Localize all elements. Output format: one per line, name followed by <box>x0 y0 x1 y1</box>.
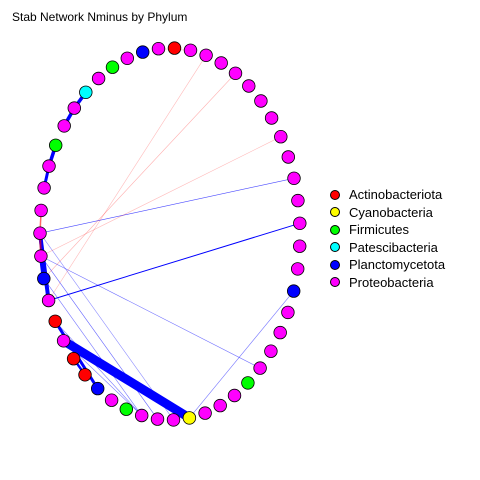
network-node <box>293 216 307 231</box>
legend-item: Patescibacteria <box>330 239 445 257</box>
network-node <box>293 239 307 253</box>
network-node <box>198 406 212 420</box>
network-node <box>34 203 48 218</box>
network-node <box>57 119 71 133</box>
network-node <box>37 181 51 195</box>
network-node <box>151 42 166 56</box>
network-node <box>183 43 198 58</box>
legend-label: Cyanobacteria <box>349 204 433 220</box>
legend: Actinobacteriota Cyanobacteria Firmicutes P… <box>330 186 445 291</box>
network-node <box>37 271 51 286</box>
legend-item: Actinobacteriota <box>330 186 445 204</box>
network-edge <box>40 255 158 420</box>
legend-swatch-icon <box>330 189 340 200</box>
network-node <box>264 111 279 125</box>
network-node <box>33 226 47 240</box>
network-node <box>227 388 242 403</box>
legend-item: Firmicutes <box>330 221 445 239</box>
network-edge <box>40 255 261 369</box>
legend-item: Planctomycetota <box>330 256 445 274</box>
network-node <box>134 408 149 423</box>
network-edge <box>48 55 207 301</box>
legend-swatch-icon <box>330 277 340 288</box>
network-node <box>281 305 295 320</box>
network-edge <box>39 233 174 421</box>
legend-swatch-icon <box>330 207 340 218</box>
network-node <box>42 159 56 173</box>
network-node <box>242 79 256 93</box>
network-edge <box>63 340 190 419</box>
network-node <box>56 334 71 348</box>
legend-label: Actinobacteriota <box>349 187 443 203</box>
network-node <box>67 101 82 115</box>
network-node <box>34 249 48 263</box>
network-node <box>91 71 106 86</box>
network-node <box>48 314 62 329</box>
legend-label: Patescibacteria <box>349 239 438 255</box>
network-node <box>135 45 150 59</box>
network-node <box>119 402 134 416</box>
network-edge <box>39 178 295 234</box>
network-edge <box>40 136 281 257</box>
network-node <box>264 344 278 358</box>
network-node <box>273 325 287 340</box>
legend-swatch-icon <box>330 224 340 235</box>
legend-swatch-icon <box>330 242 340 253</box>
network-node <box>78 368 92 382</box>
network-node <box>274 129 288 144</box>
chart-title: Stab Network Nminus by Phylum <box>12 10 188 24</box>
network-node <box>79 85 93 100</box>
network-node <box>90 381 105 396</box>
network-node <box>41 293 56 308</box>
legend-label: Firmicutes <box>349 222 409 238</box>
network-node <box>253 361 267 375</box>
network-node <box>150 412 165 426</box>
legend-swatch-icon <box>330 259 340 270</box>
network-edge <box>43 278 142 416</box>
network-node <box>167 41 182 55</box>
network-node <box>105 60 120 74</box>
network-node <box>291 262 305 276</box>
network-node <box>49 138 63 153</box>
node-layer <box>33 41 307 427</box>
legend-label: Planctomycetota <box>349 257 446 273</box>
network-node <box>281 150 296 164</box>
network-node <box>291 193 305 208</box>
network-node <box>254 94 268 108</box>
legend-item: Proteobacteria <box>330 274 445 292</box>
network-edge <box>54 321 142 416</box>
legend-item: Cyanobacteria <box>330 204 445 222</box>
network-node <box>166 413 181 427</box>
network-edge <box>48 222 300 301</box>
legend-label: Proteobacteria <box>349 274 434 290</box>
network-node <box>104 393 119 407</box>
network-node <box>241 376 255 390</box>
network-node <box>214 56 228 70</box>
network-node <box>120 51 135 66</box>
network-edge <box>43 73 236 279</box>
network-node <box>66 352 81 366</box>
network-node <box>228 66 243 81</box>
network-node <box>287 171 301 186</box>
network-node <box>199 48 213 63</box>
network-edge <box>189 290 294 419</box>
network-node <box>213 398 227 413</box>
network-node <box>287 284 301 298</box>
network-node <box>182 411 197 425</box>
